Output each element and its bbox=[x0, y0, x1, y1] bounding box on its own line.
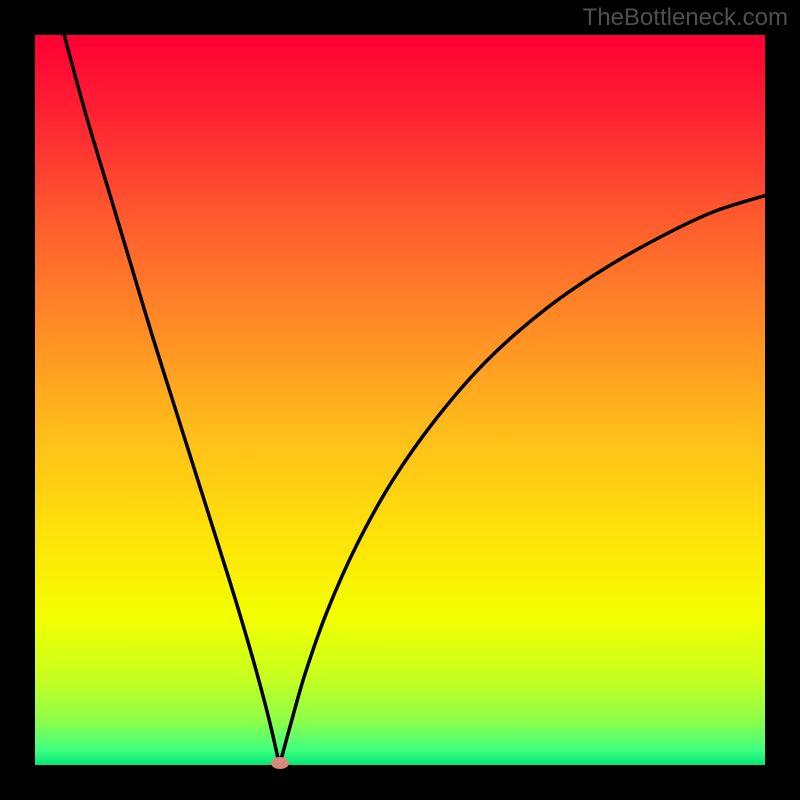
watermark-text: TheBottleneck.com bbox=[583, 4, 788, 32]
chart-container: TheBottleneck.com bbox=[0, 0, 800, 800]
vertex-marker bbox=[271, 757, 289, 769]
bottleneck-curve bbox=[0, 0, 800, 800]
